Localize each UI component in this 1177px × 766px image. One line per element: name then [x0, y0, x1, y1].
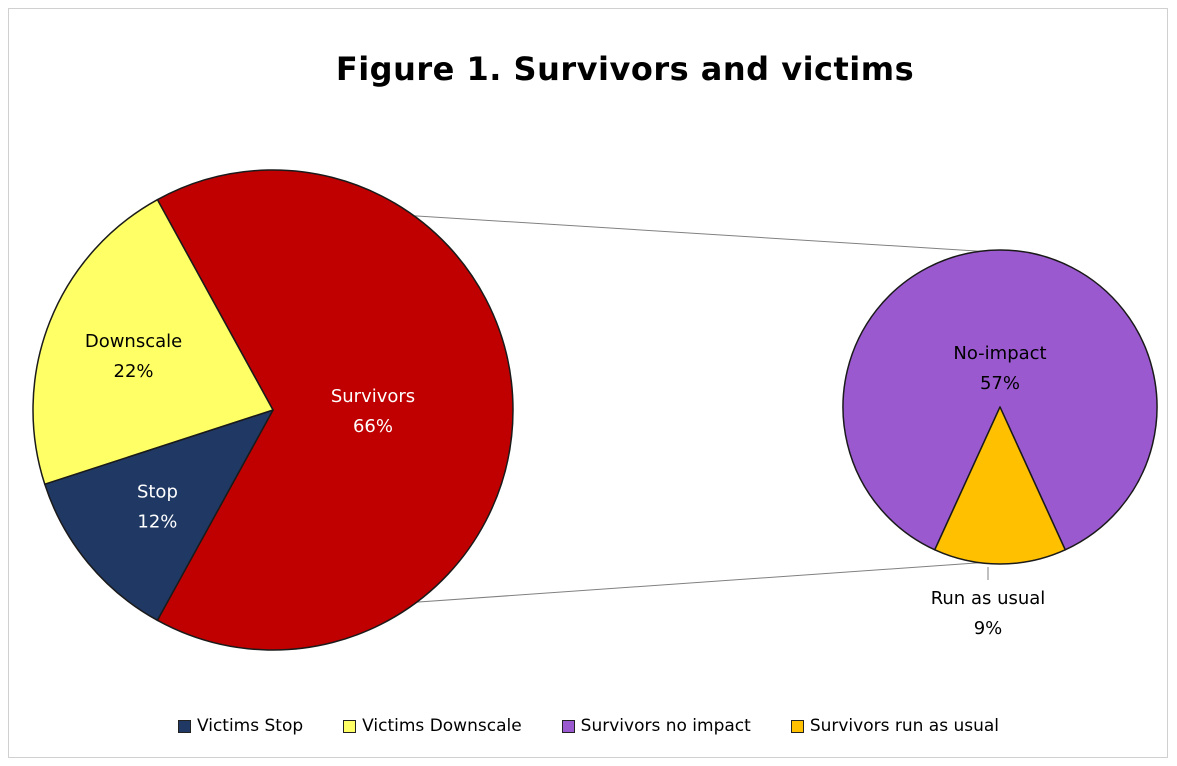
- legend-item-victims-downscale: Victims Downscale: [343, 716, 522, 736]
- legend-item-survivors-no-impact: Survivors no impact: [561, 716, 751, 736]
- data-label-stop: Stop 12%: [137, 482, 178, 533]
- legend-item-victims-stop: Victims Stop: [177, 716, 304, 736]
- legend-label-survivors-run-as-usual: Survivors run as usual: [809, 716, 1000, 736]
- data-label-survivors: Survivors 66%: [331, 386, 415, 437]
- pie-slice-downscale: [32, 198, 274, 485]
- pie-slice-no-impact: [842, 249, 1158, 551]
- no-impact-line-1: 57%: [980, 373, 1020, 394]
- chart-legend: Victims Stop Victims Downscale Survivors…: [0, 716, 1177, 736]
- no-impact-line-0: No-impact: [953, 343, 1046, 364]
- legend-swatch-victims-downscale: [343, 719, 357, 733]
- legend-swatch-victims-stop: [177, 719, 191, 733]
- survivors-line-0: Survivors: [331, 386, 415, 407]
- downscale-line-0: Downscale: [85, 331, 182, 352]
- run-as-usual-line-0: Run as usual: [931, 588, 1046, 609]
- pie-slice-stop: [43, 409, 274, 622]
- stop-line-0: Stop: [137, 482, 178, 503]
- data-label-run-as-usual: Run as usual 9%: [931, 588, 1046, 639]
- legend-swatch-survivors-no-impact: [561, 719, 575, 733]
- legend-label-survivors-no-impact: Survivors no impact: [580, 716, 751, 736]
- pie-slice-run-as-usual: [934, 406, 1066, 565]
- chart-title: Figure 1. Survivors and victims: [335, 50, 915, 88]
- pie-slice-survivors: [156, 169, 514, 651]
- data-label-no-impact: No-impact 57%: [953, 343, 1046, 394]
- survivors-line-1: 66%: [353, 416, 393, 437]
- legend-label-victims-downscale: Victims Downscale: [362, 716, 522, 736]
- legend-label-victims-stop: Victims Stop: [196, 716, 304, 736]
- downscale-line-1: 22%: [114, 361, 154, 382]
- data-label-downscale: Downscale 22%: [85, 331, 182, 382]
- legend-item-survivors-run-as-usual: Survivors run as usual: [790, 716, 1000, 736]
- run-as-usual-line-1: 9%: [974, 618, 1003, 639]
- stop-line-1: 12%: [137, 512, 177, 533]
- legend-swatch-survivors-run-as-usual: [790, 719, 804, 733]
